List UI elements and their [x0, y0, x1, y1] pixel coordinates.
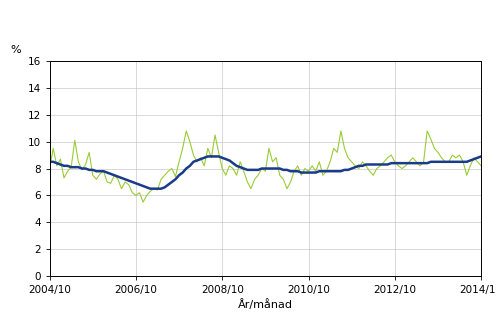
Relativt arbetslöshetstal — [478, 164, 484, 168]
Relativt arbetslöshetstal — [47, 167, 53, 170]
Relativt arbetslöshetstal, trend — [323, 169, 329, 173]
Relativt arbetslöshetstal, trend — [205, 154, 211, 158]
Relativt arbetslöshetstal — [345, 156, 351, 160]
Relativt arbetslöshetstal, trend — [147, 187, 153, 191]
Text: %: % — [10, 45, 20, 55]
Relativt arbetslöshetstal, trend — [456, 160, 462, 164]
Relativt arbetslöshetstal, trend — [237, 165, 243, 169]
Relativt arbetslöshetstal — [237, 160, 243, 164]
Relativt arbetslöshetstal — [140, 200, 146, 204]
Relativt arbetslöshetstal, trend — [151, 187, 157, 191]
Relativt arbetslöshetstal — [151, 187, 157, 191]
Relativt arbetslöshetstal, trend — [478, 154, 484, 158]
Line: Relativt arbetslöshetstal: Relativt arbetslöshetstal — [50, 131, 481, 202]
X-axis label: År/månad: År/månad — [238, 299, 293, 310]
Relativt arbetslöshetstal, trend — [90, 168, 96, 172]
Relativt arbetslöshetstal — [90, 173, 96, 177]
Relativt arbetslöshetstal, trend — [345, 168, 351, 172]
Relativt arbetslöshetstal — [456, 153, 462, 157]
Relativt arbetslöshetstal — [184, 129, 189, 133]
Line: Relativt arbetslöshetstal, trend: Relativt arbetslöshetstal, trend — [50, 156, 481, 189]
Relativt arbetslöshetstal — [323, 169, 329, 173]
Relativt arbetslöshetstal, trend — [47, 160, 53, 164]
